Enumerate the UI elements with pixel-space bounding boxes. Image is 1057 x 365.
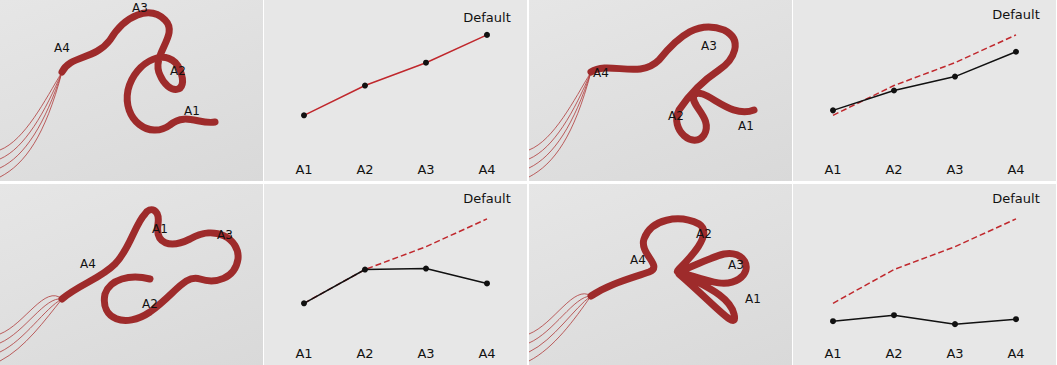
svg-text:A2: A2 [668, 109, 684, 123]
svg-text:A3: A3 [417, 346, 434, 361]
svg-text:A3: A3 [728, 258, 744, 272]
svg-text:A4: A4 [478, 162, 495, 177]
svg-text:A2: A2 [356, 162, 373, 177]
svg-text:A2: A2 [142, 297, 158, 311]
svg-text:Default: Default [463, 10, 511, 25]
svg-text:A1: A1 [745, 292, 761, 306]
svg-text:A2: A2 [696, 227, 712, 241]
svg-text:A3: A3 [217, 228, 233, 242]
svg-text:A1: A1 [738, 119, 754, 133]
svg-text:A4: A4 [80, 257, 96, 271]
svg-text:Default: Default [992, 7, 1040, 22]
svg-text:A2: A2 [885, 162, 902, 177]
svg-text:A1: A1 [824, 346, 841, 361]
svg-text:A2: A2 [170, 64, 186, 78]
svg-text:A1: A1 [295, 162, 312, 177]
svg-text:A4: A4 [1007, 162, 1024, 177]
svg-text:A1: A1 [184, 104, 200, 118]
svg-text:A1: A1 [152, 222, 168, 236]
svg-text:A3: A3 [946, 346, 963, 361]
svg-text:A2: A2 [356, 346, 373, 361]
svg-text:A2: A2 [885, 346, 902, 361]
svg-text:A3: A3 [132, 1, 148, 15]
svg-text:Default: Default [992, 191, 1040, 206]
svg-text:A4: A4 [630, 253, 646, 267]
svg-text:A3: A3 [417, 162, 434, 177]
svg-text:A4: A4 [54, 41, 70, 55]
svg-text:A1: A1 [824, 162, 841, 177]
svg-text:A4: A4 [478, 346, 495, 361]
svg-text:A3: A3 [946, 162, 963, 177]
svg-text:A1: A1 [295, 346, 312, 361]
svg-text:A4: A4 [1007, 346, 1024, 361]
svg-text:A3: A3 [701, 39, 717, 53]
svg-text:A4: A4 [593, 66, 609, 80]
svg-text:Default: Default [463, 191, 511, 206]
